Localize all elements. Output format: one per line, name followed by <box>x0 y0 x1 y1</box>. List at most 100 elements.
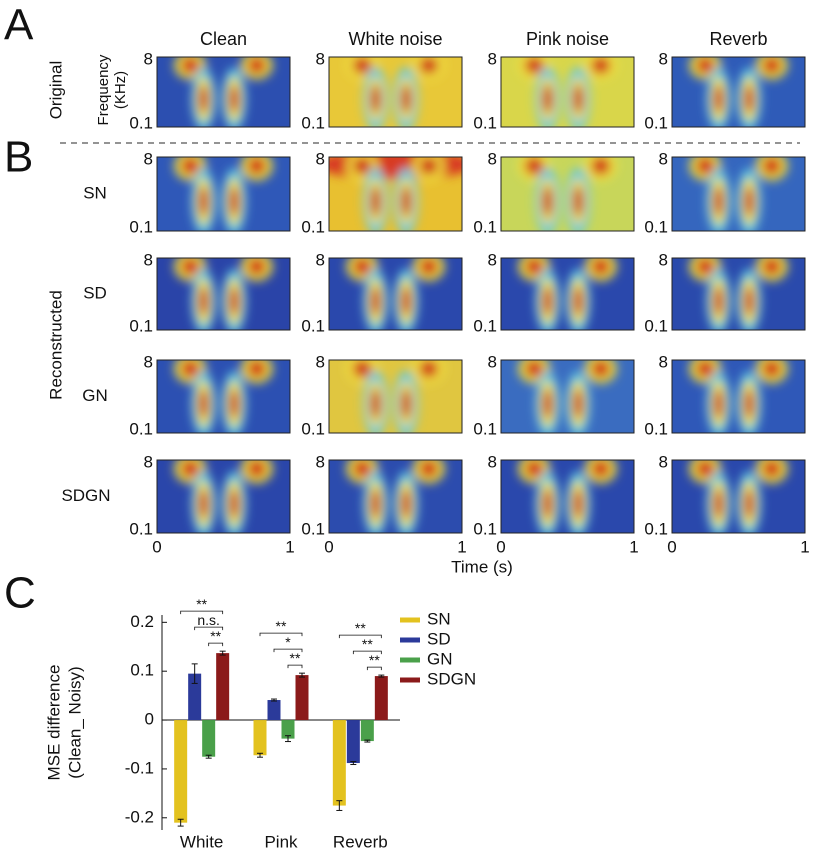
y-tick-label: 0.1 <box>644 316 668 335</box>
blob <box>762 460 782 478</box>
spectrogram-frame <box>156 56 291 128</box>
y-tick-label: 0.1 <box>301 419 325 438</box>
significance-label: ** <box>276 618 287 634</box>
spectrogram-blobs <box>689 57 788 127</box>
legend-label: SN <box>427 609 451 628</box>
significance-label: ** <box>210 628 221 644</box>
spectrogram <box>672 460 805 533</box>
blob <box>419 57 439 74</box>
blob <box>713 489 724 519</box>
spectrogram <box>329 360 462 433</box>
blob <box>762 258 782 276</box>
blob <box>695 258 715 276</box>
error-bar <box>177 818 184 827</box>
blob <box>247 258 267 276</box>
blob <box>695 157 715 175</box>
spectrogram <box>157 57 290 127</box>
blob <box>542 286 553 316</box>
y-tick-label: 0.1 <box>644 217 668 236</box>
significance-label: ** <box>369 652 380 668</box>
spectrogram-frame <box>328 257 463 331</box>
blob <box>744 85 754 113</box>
blob <box>352 157 372 175</box>
blob <box>591 360 611 378</box>
blob <box>744 286 754 316</box>
x-tick-label: 1 <box>457 537 466 556</box>
y-tick-label: 8 <box>316 352 325 371</box>
spectrogram-frame <box>156 359 291 434</box>
x-tick-label: 0 <box>152 537 161 556</box>
legend-label: SDGN <box>427 669 476 688</box>
spectrogram-blobs <box>346 460 445 533</box>
blob <box>573 389 583 419</box>
spectrogram-frame <box>156 156 291 232</box>
spectrogram-blobs <box>174 157 273 231</box>
x-tick-label: Pink <box>264 832 298 851</box>
bar <box>360 720 374 742</box>
blob <box>419 460 439 478</box>
column-title: Reverb <box>709 29 767 49</box>
blob <box>198 389 209 419</box>
error-bar <box>350 761 357 766</box>
bar-chart: MSE difference (Clean_ Noisy) -0.2 -0.1 0 0.1… <box>44 596 476 852</box>
spectrogram <box>501 258 634 330</box>
spectrogram-blobs <box>689 460 788 533</box>
x-tick-label: 0 <box>496 537 505 556</box>
y-tick-label: 0.1 <box>129 419 153 438</box>
y-tick-label: 0.2 <box>130 612 154 631</box>
error-bar <box>378 674 385 678</box>
spectrogram-frame <box>500 156 635 232</box>
significance-label: ** <box>355 620 366 636</box>
blob <box>713 389 724 419</box>
legend-label: SD <box>427 629 451 648</box>
blob <box>419 360 439 378</box>
spectrogram-blobs <box>518 258 617 330</box>
blob <box>370 489 381 519</box>
y-axis-label: (Clean_ Noisy) <box>65 666 84 778</box>
blob <box>744 389 754 419</box>
bar <box>216 653 230 721</box>
bar <box>188 673 202 721</box>
y-tick-label: 0.1 <box>129 217 153 236</box>
bar <box>295 675 309 721</box>
spectrogram-frame <box>671 156 806 232</box>
spectrogram <box>157 460 290 533</box>
panel-label: B <box>4 133 33 182</box>
blob <box>542 186 553 217</box>
spectrogram <box>501 360 634 433</box>
blob <box>401 489 411 519</box>
blob <box>352 258 372 276</box>
y-tick-label: 8 <box>659 452 668 471</box>
column-title: White noise <box>348 29 442 49</box>
y-tick-label: 8 <box>144 352 153 371</box>
spectrogram-blobs <box>346 360 445 433</box>
spectrogram <box>501 157 634 231</box>
blob <box>370 85 381 113</box>
y-tick-label: 8 <box>659 250 668 269</box>
legend-label: GN <box>427 649 453 668</box>
y-tick-label: 0.1 <box>473 519 497 538</box>
bracket <box>273 648 303 653</box>
panel-label: A <box>4 1 34 50</box>
blob <box>198 286 209 316</box>
y-tick-label: 8 <box>316 452 325 471</box>
blob <box>419 258 439 276</box>
spectrogram-blobs <box>174 460 273 533</box>
x-tick-label: 0 <box>324 537 333 556</box>
blob <box>180 460 200 478</box>
column-title: Clean <box>200 29 247 49</box>
blob <box>524 157 544 175</box>
blob <box>229 186 239 217</box>
spectrogram-frame <box>500 56 635 128</box>
spectrogram-frame <box>500 257 635 331</box>
x-tick-label: Reverb <box>333 832 388 851</box>
spectrogram <box>501 460 634 533</box>
blob <box>573 85 583 113</box>
row-label: SD <box>83 283 107 302</box>
y-tick-label: 8 <box>488 250 497 269</box>
blob <box>591 57 611 74</box>
blob <box>180 360 200 378</box>
error-bar <box>219 650 226 656</box>
spectrogram-frame <box>671 359 806 434</box>
spectrogram-blobs <box>346 57 445 127</box>
